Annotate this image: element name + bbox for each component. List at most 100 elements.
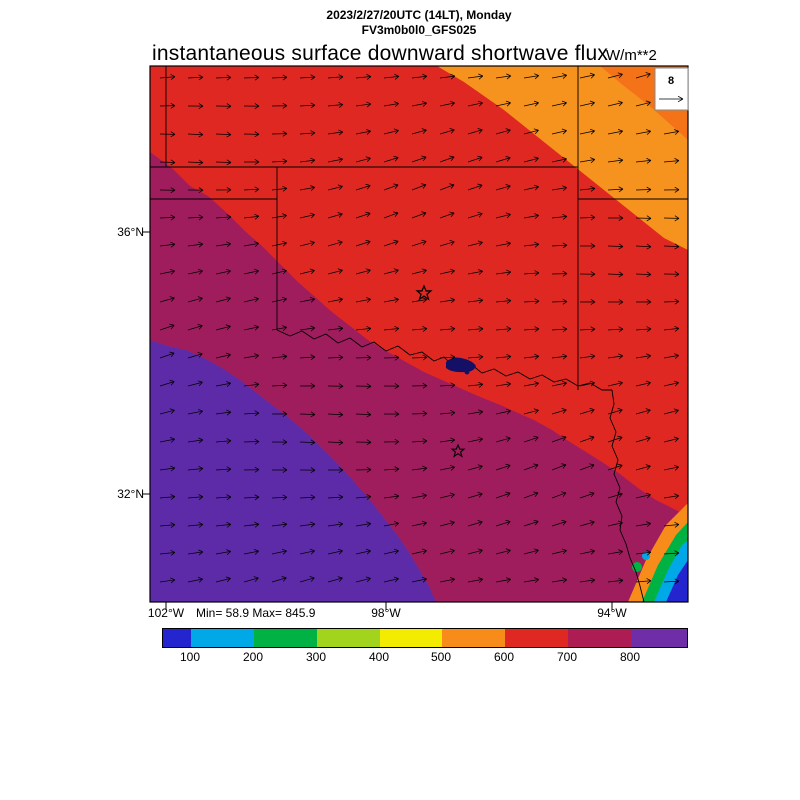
wind-vector-arrow bbox=[411, 410, 428, 417]
wind-vector-arrow bbox=[439, 240, 455, 247]
wind-vector-arrow bbox=[383, 493, 400, 500]
wind-vector-arrow bbox=[579, 185, 596, 192]
wind-vector-arrow bbox=[607, 215, 624, 221]
wind-vector-arrow bbox=[411, 297, 428, 304]
wind-vector-arrow bbox=[411, 128, 427, 135]
colorbar-tick-400: 400 bbox=[368, 650, 390, 664]
wind-vector-arrow bbox=[663, 521, 680, 528]
wind-vector-arrow bbox=[523, 213, 540, 219]
wind-vector-arrow bbox=[159, 268, 175, 275]
wind-vector-arrow bbox=[215, 494, 232, 501]
wind-vector-arrow bbox=[439, 577, 455, 583]
wind-vector-arrow bbox=[607, 408, 623, 415]
lake-dot bbox=[464, 369, 470, 375]
field-region-orange bbox=[437, 66, 688, 250]
wind-vector-arrow bbox=[579, 72, 595, 79]
wind-vector-arrow bbox=[327, 467, 344, 473]
wind-vector-arrow bbox=[271, 439, 288, 446]
wind-vector-arrow bbox=[383, 297, 400, 303]
wind-vector-arrow bbox=[159, 241, 176, 248]
colorbar-segment bbox=[505, 629, 569, 647]
wind-vector-arrow bbox=[439, 492, 455, 499]
wind-vector-arrow bbox=[187, 408, 203, 415]
wind-vector-arrow bbox=[299, 74, 316, 81]
wind-vector-arrow bbox=[495, 519, 511, 527]
wind-vector-arrow bbox=[635, 271, 652, 278]
wind-vector-arrow bbox=[663, 578, 680, 585]
wind-vector-arrow bbox=[467, 211, 483, 219]
wind-vector-arrow bbox=[551, 548, 567, 555]
wind-vector-arrow bbox=[383, 268, 399, 275]
wind-vector-arrow bbox=[579, 299, 596, 305]
wind-vector-arrow bbox=[159, 74, 176, 80]
colorbar-segment bbox=[316, 629, 380, 647]
wind-vector-arrow bbox=[187, 465, 204, 472]
wind-vector-arrow bbox=[383, 128, 399, 135]
wind-vector-arrow bbox=[243, 324, 259, 331]
wind-vector-arrow bbox=[495, 326, 512, 332]
wind-vector-arrow bbox=[383, 183, 399, 191]
wind-vector-arrow bbox=[187, 214, 204, 221]
map-frame bbox=[149, 65, 689, 603]
reference-vector-value: 8 bbox=[668, 75, 674, 87]
wind-vector-arrow bbox=[383, 239, 399, 247]
wind-vector-arrow bbox=[607, 380, 623, 387]
wind-vector-arrow bbox=[439, 437, 456, 444]
wind-vector-arrow bbox=[495, 212, 511, 219]
wind-vector-arrow bbox=[355, 183, 371, 191]
wind-vector-arrow bbox=[607, 577, 624, 584]
wind-vector-arrow bbox=[299, 494, 316, 501]
wind-vector-arrow bbox=[635, 100, 651, 107]
colorbar-segment bbox=[568, 629, 631, 647]
wind-vector-arrow bbox=[299, 576, 315, 583]
wind-vector-arrow bbox=[523, 326, 540, 333]
wind-vector-arrow bbox=[467, 183, 483, 191]
wind-vector-arrow bbox=[243, 103, 260, 110]
wind-vector-arrow bbox=[663, 271, 680, 278]
wind-vector-arrow bbox=[663, 298, 680, 305]
wind-vector-arrow bbox=[551, 270, 568, 277]
wind-vector-arrow bbox=[635, 408, 651, 415]
colorbar-tick-100: 100 bbox=[179, 650, 201, 664]
colorbar-tick-200: 200 bbox=[242, 650, 264, 664]
wind-vector-arrow bbox=[523, 100, 539, 107]
wind-vector-arrow bbox=[383, 548, 399, 555]
wind-vector-arrow bbox=[215, 159, 232, 166]
wind-vector-arrow bbox=[467, 128, 483, 135]
wind-vector-arrow bbox=[663, 129, 680, 135]
wind-vector-arrow bbox=[635, 521, 652, 528]
coastal-spot-cyan bbox=[642, 552, 650, 560]
wind-vector-arrow bbox=[355, 101, 372, 108]
wind-vector-arrow bbox=[243, 549, 259, 555]
wind-vector-arrow bbox=[299, 212, 315, 219]
wind-vector-arrow bbox=[663, 243, 680, 250]
wind-vector-arrow bbox=[439, 297, 456, 304]
wind-vector-arrow bbox=[383, 411, 400, 418]
wind-vector-arrow bbox=[495, 381, 512, 388]
wind-vector-arrow bbox=[635, 243, 652, 250]
wind-vector-arrow bbox=[635, 492, 651, 499]
wind-vector-arrow bbox=[467, 577, 484, 583]
wind-vector-arrow bbox=[215, 381, 231, 387]
lat-label-32n: 32°N bbox=[117, 487, 144, 501]
wind-vector-arrow bbox=[271, 158, 288, 165]
wind-vector-arrow bbox=[523, 73, 540, 80]
wind-vector-arrow bbox=[635, 299, 652, 305]
wind-vector-arrow bbox=[187, 352, 203, 359]
wind-vector-arrow bbox=[215, 296, 231, 303]
wind-vector-arrow bbox=[355, 129, 371, 135]
wind-vector-arrow bbox=[467, 240, 483, 247]
lat-label-36n: 36°N bbox=[117, 225, 144, 239]
wind-vector-arrow bbox=[243, 131, 260, 138]
wind-vector-arrow bbox=[299, 439, 316, 446]
wind-vector-arrow bbox=[271, 521, 288, 528]
wind-vector-arrow bbox=[215, 131, 232, 138]
wind-vector-arrow bbox=[411, 465, 428, 472]
wind-vector-arrow bbox=[243, 268, 259, 275]
wind-vector-arrow bbox=[635, 326, 652, 333]
lon-label-98w: 98°W bbox=[371, 606, 401, 620]
wind-vector-arrow bbox=[439, 128, 455, 135]
wind-vector-arrow bbox=[411, 548, 427, 555]
wind-vector-arrow bbox=[551, 298, 568, 305]
wind-vector-arrow bbox=[495, 156, 511, 163]
